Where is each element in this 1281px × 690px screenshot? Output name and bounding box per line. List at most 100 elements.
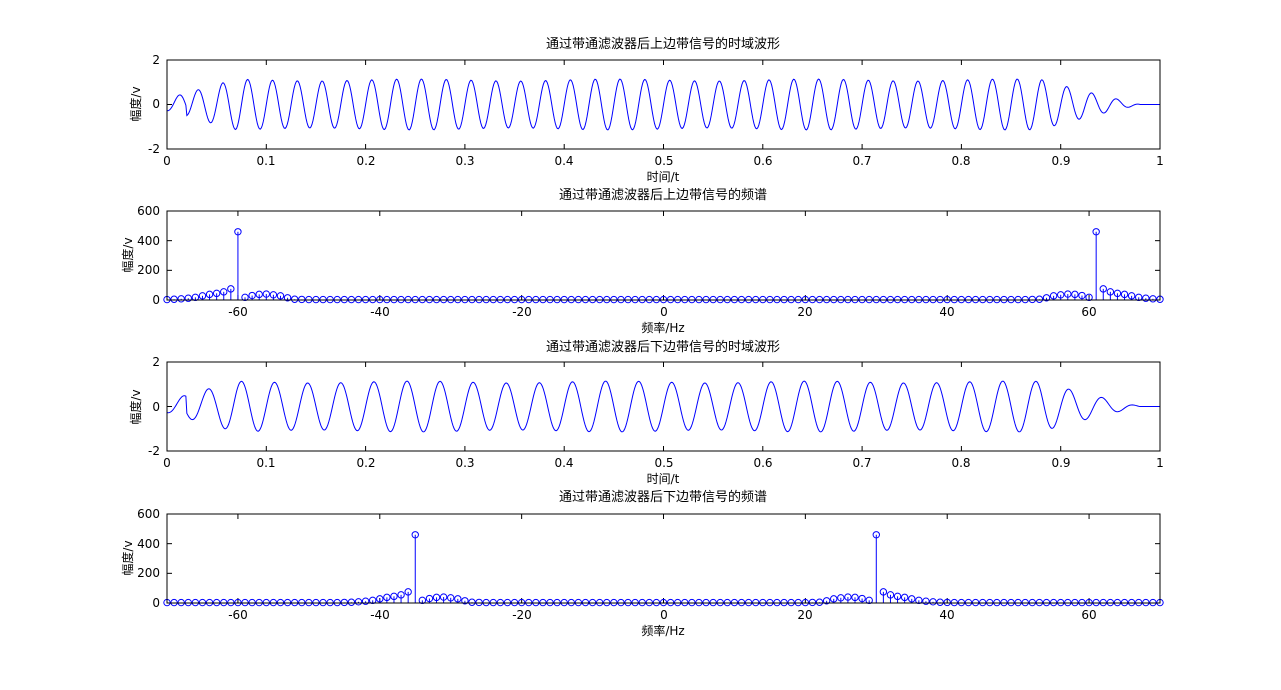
stem-marker — [879, 588, 888, 596]
stem-marker — [276, 292, 285, 300]
x-tick-label: 0.4 — [554, 154, 573, 168]
stem-marker — [432, 593, 441, 602]
x-tick-label: 0.8 — [951, 456, 970, 470]
chart-title: 通过带通滤波器后下边带信号的时域波形 — [546, 339, 780, 355]
x-tick-label: 0 — [163, 456, 171, 470]
x-tick-labels: -60 -40 -20 0 20 40 60 — [228, 608, 1096, 622]
stem-marker — [893, 592, 902, 601]
axes-box — [166, 59, 1161, 150]
stem-marker — [929, 598, 937, 606]
x-tick-label: 0.9 — [1051, 456, 1070, 470]
stem-marker — [865, 596, 873, 605]
x-tick-labels: 0 0.1 0.2 0.3 0.4 0.5 0.6 0.7 0.8 0.9 1 — [163, 154, 1164, 168]
stem-marker — [1049, 292, 1058, 300]
x-axis-label: 频率/Hz — [641, 320, 684, 335]
chart-title: 通过带通滤波器后上边带信号的时域波形 — [546, 36, 780, 52]
stem-marker — [900, 593, 909, 602]
stem-marker — [1149, 295, 1157, 303]
x-tick-label: -40 — [370, 608, 390, 622]
stem-marker — [177, 295, 185, 303]
x-tick-labels: -60 -40 -20 0 20 40 60 — [228, 305, 1096, 319]
stem-marker — [858, 594, 866, 603]
stem-marker — [908, 595, 916, 603]
stem-marker — [1028, 295, 1037, 304]
y-tick-label: 200 — [137, 566, 160, 580]
x-tick-label: -20 — [512, 305, 532, 319]
x-tick-labels: 0 0.1 0.2 0.3 0.4 0.5 0.6 0.7 0.8 0.9 1 — [163, 456, 1164, 470]
x-tick-label: 0.7 — [852, 456, 871, 470]
x-axis-label: 时间/t — [647, 170, 680, 184]
stem-marker — [425, 594, 434, 603]
stem-marker — [1085, 293, 1093, 302]
stem-marker — [191, 293, 200, 302]
stem-marker — [361, 597, 370, 605]
plot-area — [166, 361, 1161, 452]
stem-marker — [1127, 292, 1136, 300]
y-tick-label: 0 — [152, 97, 160, 111]
stem-marker — [936, 598, 944, 606]
y-tick-label: 400 — [137, 234, 160, 248]
stem-marker — [1142, 294, 1150, 302]
y-tick-label: 2 — [152, 53, 160, 67]
axes-box — [166, 361, 1161, 452]
stem-marker — [390, 592, 398, 601]
stem-marker — [397, 591, 405, 599]
y-axis-label: 幅度/v — [128, 86, 143, 121]
x-tick-label: 60 — [1081, 608, 1096, 622]
subplot-usb-time-waveform: 通过带通滤波器后上边带信号的时域波形 -2 0 2 0 0.1 0.2 0.3 … — [128, 36, 1164, 184]
plot-area — [163, 210, 1164, 304]
stem-marker — [376, 595, 384, 603]
stem-marker — [1071, 290, 1079, 299]
signal-line — [166, 78, 1160, 131]
axes-box — [166, 513, 1161, 604]
y-tick-labels: -2 0 2 — [148, 355, 160, 458]
x-tick-label: -40 — [370, 305, 390, 319]
stem-marker — [227, 285, 235, 293]
chart-title: 通过带通滤波器后上边带信号的频谱 — [559, 187, 767, 203]
x-tick-label: 0.1 — [256, 154, 275, 168]
stem-marker — [815, 598, 824, 606]
x-axis-label: 频率/Hz — [641, 623, 684, 638]
x-tick-label: 0 — [660, 305, 668, 319]
x-tick-label: 0.8 — [951, 154, 970, 168]
stem-marker — [411, 531, 419, 539]
y-tick-label: 200 — [137, 263, 160, 277]
stem-marker — [241, 293, 249, 302]
x-tick-label: 0.9 — [1051, 154, 1070, 168]
stem-marker — [1042, 294, 1051, 302]
x-tick-label: -20 — [512, 608, 532, 622]
signal-line — [166, 380, 1160, 433]
stem-marker — [283, 294, 292, 302]
stem-marker — [170, 295, 178, 303]
stem-marker — [1092, 228, 1100, 236]
stem-marker — [418, 596, 427, 605]
stem-marker — [1057, 291, 1065, 299]
stem-marker — [212, 289, 221, 298]
x-tick-label: 20 — [797, 305, 812, 319]
stem-marker — [447, 594, 455, 602]
stem-marker — [220, 288, 228, 296]
x-axis-label: 时间/t — [647, 472, 680, 486]
y-axis-label: 幅度/v — [120, 540, 135, 575]
stem-marker — [340, 598, 349, 607]
x-tick-label: 0.5 — [654, 154, 673, 168]
x-tick-label: 0.6 — [753, 456, 772, 470]
stem-marker — [943, 598, 951, 607]
stem-marker — [851, 593, 859, 602]
plot-area — [163, 513, 1164, 607]
y-tick-label: -2 — [148, 444, 160, 458]
stem-marker — [262, 290, 270, 298]
stem-marker — [830, 595, 838, 603]
stem-marker — [1120, 290, 1129, 299]
stem-marker — [1135, 293, 1143, 302]
stem-marker — [1078, 291, 1086, 300]
stem-marker — [872, 531, 880, 539]
stem-marker — [255, 290, 263, 299]
y-tick-labels: 0 200 400 600 — [137, 204, 160, 307]
stem-marker — [248, 291, 256, 300]
y-tick-label: 400 — [137, 537, 160, 551]
x-tick-label: 40 — [939, 305, 954, 319]
x-tick-label: 0.4 — [554, 456, 573, 470]
y-tick-labels: -2 0 2 — [148, 53, 160, 156]
stem-marker — [298, 295, 306, 304]
